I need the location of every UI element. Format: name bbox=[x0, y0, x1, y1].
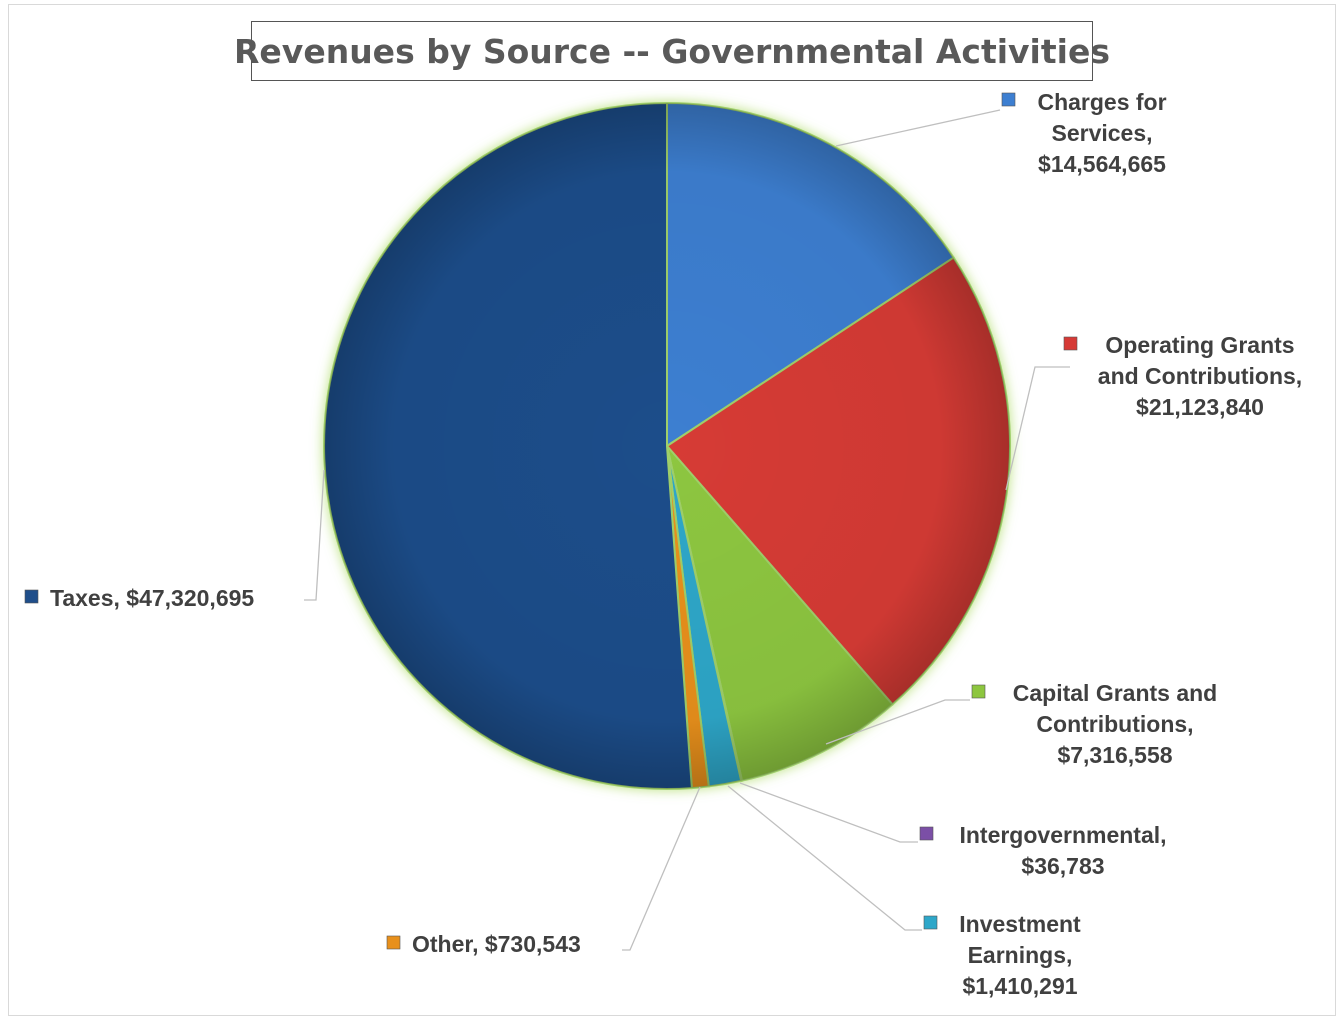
data-label-line: Earnings, bbox=[968, 942, 1073, 968]
pie-slice-taxes bbox=[323, 101, 693, 790]
data-label-line: Charges for bbox=[1037, 89, 1166, 115]
leader-line-charges bbox=[835, 109, 1001, 147]
data-label-line: $36,783 bbox=[1021, 853, 1104, 879]
data-label-line: $21,123,840 bbox=[1136, 394, 1264, 420]
data-label-line: and Contributions, bbox=[1098, 363, 1302, 389]
legend-swatch-capital bbox=[971, 684, 986, 699]
legend-swatch-taxes bbox=[24, 589, 39, 604]
leader-line-taxes bbox=[304, 469, 325, 601]
data-label-line: $7,316,558 bbox=[1057, 742, 1172, 768]
data-label-line: Intergovernmental, bbox=[959, 822, 1166, 848]
pie-slices bbox=[323, 101, 1011, 790]
data-label-line: $14,564,665 bbox=[1038, 151, 1166, 177]
data-label-line: Other, $730,543 bbox=[412, 931, 581, 957]
leader-line-capital bbox=[825, 699, 970, 745]
legend-swatch-intergov bbox=[919, 826, 934, 841]
data-label-capital: Capital Grants and Contributions, $7,316,5… bbox=[1013, 680, 1217, 768]
data-label-operating: Operating Grants and Contributions, $21,12… bbox=[1098, 332, 1302, 420]
leader-line-operating bbox=[1005, 366, 1070, 491]
legend-swatch-investment bbox=[923, 915, 938, 930]
data-label-line: Taxes, $47,320,695 bbox=[50, 585, 254, 611]
data-label-line: Investment bbox=[959, 911, 1081, 937]
data-label-line: Services, bbox=[1051, 120, 1152, 146]
data-label-taxes: Taxes, $47,320,695 bbox=[50, 585, 254, 611]
chart-title: Revenues by Source -- Governmental Activ… bbox=[234, 21, 1110, 81]
leader-line-intergov bbox=[739, 782, 918, 843]
legend-swatch-operating bbox=[1063, 336, 1078, 351]
data-label-line: Operating Grants bbox=[1105, 332, 1294, 358]
data-label-line: $1,410,291 bbox=[962, 973, 1077, 999]
leader-line-other bbox=[622, 786, 701, 951]
legend-swatch-other bbox=[386, 935, 401, 950]
data-label-line: Capital Grants and bbox=[1013, 680, 1217, 706]
data-label-other: Other, $730,543 bbox=[412, 931, 581, 957]
data-label-line: Contributions, bbox=[1036, 711, 1193, 737]
data-label-intergov: Intergovernmental, $36,783 bbox=[959, 822, 1166, 879]
data-label-charges: Charges for Services, $14,564,665 bbox=[1037, 89, 1166, 177]
legend-swatch-charges bbox=[1001, 92, 1016, 107]
leader-line-investment bbox=[727, 785, 922, 931]
data-label-investment: Investment Earnings, $1,410,291 bbox=[959, 911, 1081, 999]
chart-area bbox=[8, 4, 1336, 1016]
